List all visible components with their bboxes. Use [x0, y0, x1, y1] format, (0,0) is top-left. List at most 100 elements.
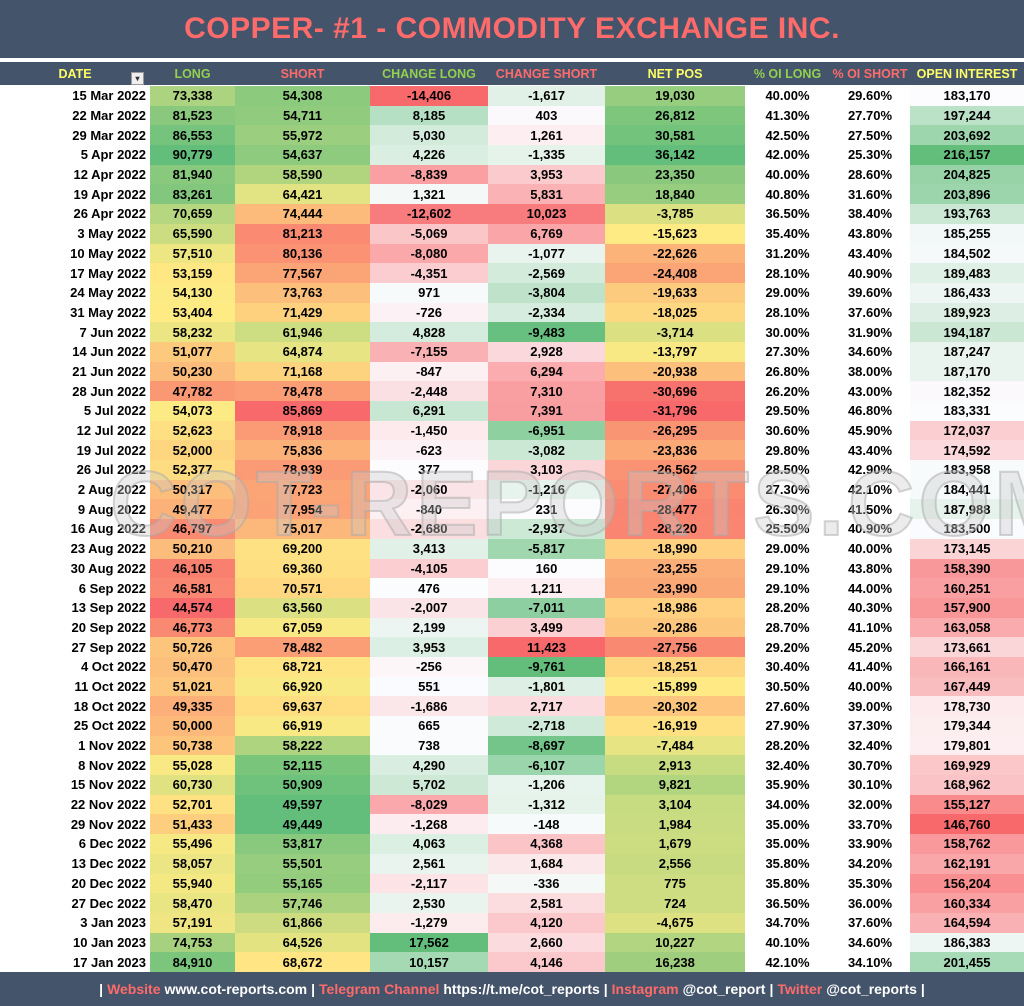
cell-pct-oi-long: 32.40%: [765, 757, 810, 773]
cell-change-long: -1,268: [370, 814, 488, 835]
footer-link-instagram[interactable]: @cot_report: [682, 981, 766, 997]
cell-open-interest: 185,255: [910, 223, 1024, 244]
cell-short: 61,946: [235, 322, 370, 342]
cell-long: 51,021: [150, 676, 235, 697]
cell-pct-oi-short: 37.60%: [847, 915, 893, 931]
cell-net-pos: -23,836: [605, 440, 745, 461]
cell-long: 58,470: [150, 893, 235, 913]
cell-net-pos: 16,238: [605, 952, 745, 972]
cell-change-long: 476: [370, 578, 488, 598]
column-header-date[interactable]: DATE ▾: [0, 67, 150, 85]
footer-label-telegram-channel: Telegram Channel: [319, 981, 440, 997]
column-header-long: LONG: [150, 67, 235, 81]
table-row: 6 Sep 2022 46,581 70,571 476 1,211 -23,990 29.…: [0, 578, 1024, 598]
cell-change-long: 738: [370, 735, 488, 756]
filter-icon[interactable]: ▾: [131, 71, 144, 85]
cell-pct-oi-short: 34.20%: [847, 856, 893, 872]
cell-short: 73,763: [235, 282, 370, 303]
footer-link-twitter[interactable]: @cot_reports: [826, 981, 917, 997]
cell-date: 2 Aug 2022: [77, 482, 146, 498]
cell-net-pos: -18,025: [605, 302, 745, 323]
cell-change-long: 2,530: [370, 893, 488, 913]
column-header-short: SHORT: [235, 67, 370, 81]
cell-net-pos: -3,714: [605, 322, 745, 342]
cell-net-pos: 1,679: [605, 834, 745, 854]
cell-open-interest: 183,500: [910, 519, 1024, 539]
footer-link-website[interactable]: www.cot-reports.com: [164, 981, 308, 997]
cell-pct-oi-long: 30.40%: [765, 659, 810, 675]
cell-open-interest: 162,191: [910, 853, 1024, 874]
separator: |: [603, 981, 608, 997]
cell-open-interest: 158,762: [910, 834, 1024, 854]
cell-pct-oi-short: 40.90%: [847, 265, 893, 281]
cell-pct-oi-long: 26.30%: [765, 501, 810, 517]
cell-net-pos: -23,255: [605, 558, 745, 579]
cell-open-interest: 169,929: [910, 755, 1024, 776]
cell-net-pos: 724: [605, 893, 745, 913]
cell-long: 50,317: [150, 479, 235, 500]
cell-date: 12 Jul 2022: [76, 423, 146, 439]
cell-date: 10 May 2022: [70, 245, 146, 261]
table-row: 5 Jul 2022 54,073 85,869 6,291 7,391 -31,796 2…: [0, 401, 1024, 421]
cell-open-interest: 164,594: [910, 912, 1024, 933]
cell-change-short: 10,023: [488, 204, 605, 224]
cell-pct-oi-short: 39.60%: [847, 285, 893, 301]
cell-short: 80,136: [235, 243, 370, 264]
cell-change-short: -3,804: [488, 282, 605, 303]
cell-date: 25 Oct 2022: [73, 718, 146, 734]
cell-change-short: 160: [488, 558, 605, 579]
cell-pct-oi-long: 28.10%: [765, 265, 810, 281]
cell-change-short: 1,684: [488, 853, 605, 874]
table-row: 27 Sep 2022 50,726 78,482 3,953 11,423 -27,75…: [0, 637, 1024, 657]
cell-pct-oi-long: 29.80%: [765, 442, 810, 458]
cell-change-short: 4,120: [488, 912, 605, 933]
cell-open-interest: 194,187: [910, 322, 1024, 342]
table-row: 16 Aug 2022 46,797 75,017 -2,680 -2,937 -28,2…: [0, 519, 1024, 539]
cell-open-interest: 172,037: [910, 420, 1024, 441]
cell-open-interest: 156,204: [910, 873, 1024, 894]
cell-long: 51,077: [150, 341, 235, 362]
cell-change-long: -2,007: [370, 597, 488, 618]
cell-open-interest: 183,170: [910, 86, 1024, 106]
cell-short: 71,168: [235, 361, 370, 382]
cell-long: 54,073: [150, 401, 235, 421]
cell-change-long: -14,406: [370, 86, 488, 106]
cell-pct-oi-long: 35.80%: [765, 856, 810, 872]
cell-open-interest: 189,483: [910, 263, 1024, 283]
table-row: 26 Jul 2022 52,377 78,939 377 3,103 -26,562 28…: [0, 460, 1024, 480]
cell-pct-oi-short: 28.60%: [847, 167, 893, 183]
cell-date: 30 Aug 2022: [70, 560, 146, 576]
cell-date: 15 Mar 2022: [72, 88, 146, 104]
cell-short: 77,954: [235, 499, 370, 520]
cell-pct-oi-short: 33.90%: [847, 836, 893, 852]
separator: |: [920, 981, 925, 997]
cell-change-short: -1,312: [488, 794, 605, 815]
cell-date: 23 Aug 2022: [70, 541, 146, 557]
cell-open-interest: 187,988: [910, 499, 1024, 520]
cell-pct-oi-short: 38.40%: [847, 206, 893, 222]
cell-change-short: -6,107: [488, 755, 605, 776]
cell-pct-oi-short: 36.00%: [847, 895, 893, 911]
cell-short: 77,567: [235, 263, 370, 283]
cell-pct-oi-long: 34.00%: [765, 797, 810, 813]
cell-open-interest: 182,352: [910, 381, 1024, 401]
cell-short: 64,874: [235, 341, 370, 362]
cell-long: 52,701: [150, 794, 235, 815]
cell-net-pos: -7,484: [605, 735, 745, 756]
cell-change-short: 2,928: [488, 341, 605, 362]
cell-change-long: 4,828: [370, 322, 488, 342]
table-row: 24 May 2022 54,130 73,763 971 -3,804 -19,633 2…: [0, 282, 1024, 303]
footer-link-telegram-channel[interactable]: https://t.me/cot_reports: [443, 981, 600, 997]
column-header-label: % OI SHORT: [832, 66, 908, 81]
cell-date: 19 Apr 2022: [73, 186, 146, 202]
cell-pct-oi-short: 33.70%: [847, 816, 893, 832]
cell-short: 78,939: [235, 460, 370, 480]
cell-open-interest: 186,433: [910, 282, 1024, 303]
cell-date: 13 Dec 2022: [71, 856, 146, 872]
table-row: 13 Sep 2022 44,574 63,560 -2,007 -7,011 -18,9…: [0, 597, 1024, 618]
cell-long: 90,779: [150, 145, 235, 165]
cell-change-short: 2,581: [488, 893, 605, 913]
cell-date: 1 Nov 2022: [78, 738, 146, 754]
cell-open-interest: 160,251: [910, 578, 1024, 598]
cell-change-long: -5,069: [370, 223, 488, 244]
